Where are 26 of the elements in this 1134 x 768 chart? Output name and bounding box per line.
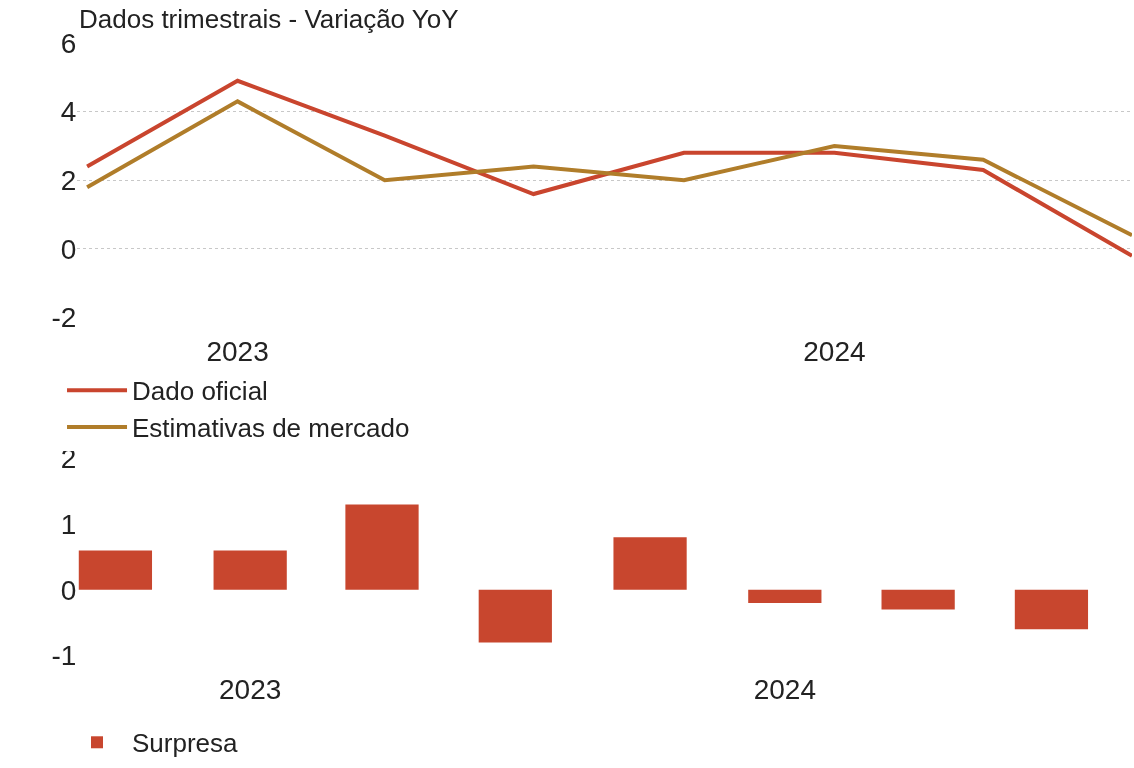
y-tick-label: 1 (60, 508, 77, 540)
y-tick-label: -2 (51, 302, 77, 334)
y-tick-label: -1 (51, 640, 77, 672)
legend-label: Surpresa (132, 728, 239, 759)
x-tick-label: 2024 (803, 335, 866, 367)
y-tick-label: 6 (60, 27, 77, 59)
x-tick-label: 2023 (206, 335, 269, 367)
line-series (85, 99, 1132, 238)
bar (213, 550, 287, 590)
bar (345, 504, 419, 590)
bar (881, 589, 955, 610)
legend-label: Dado oficial (132, 376, 268, 407)
x-tick-label: 2024 (753, 673, 816, 705)
bar (78, 550, 153, 590)
x-tick-label: 2023 (219, 673, 282, 705)
chart-title: Dados trimestrais - Variação YoY (79, 4, 459, 34)
bar (478, 589, 552, 643)
y-tick-label: 2 (60, 165, 77, 197)
y-tick-label: 0 (60, 233, 77, 265)
legend-label: Estimativas de mercado (132, 413, 410, 444)
bar (1014, 589, 1089, 630)
y-tick-label: 4 (60, 96, 77, 128)
bar (748, 589, 822, 603)
line-series (85, 78, 1132, 258)
bar (613, 537, 687, 590)
y-tick-label: 0 (60, 574, 77, 606)
